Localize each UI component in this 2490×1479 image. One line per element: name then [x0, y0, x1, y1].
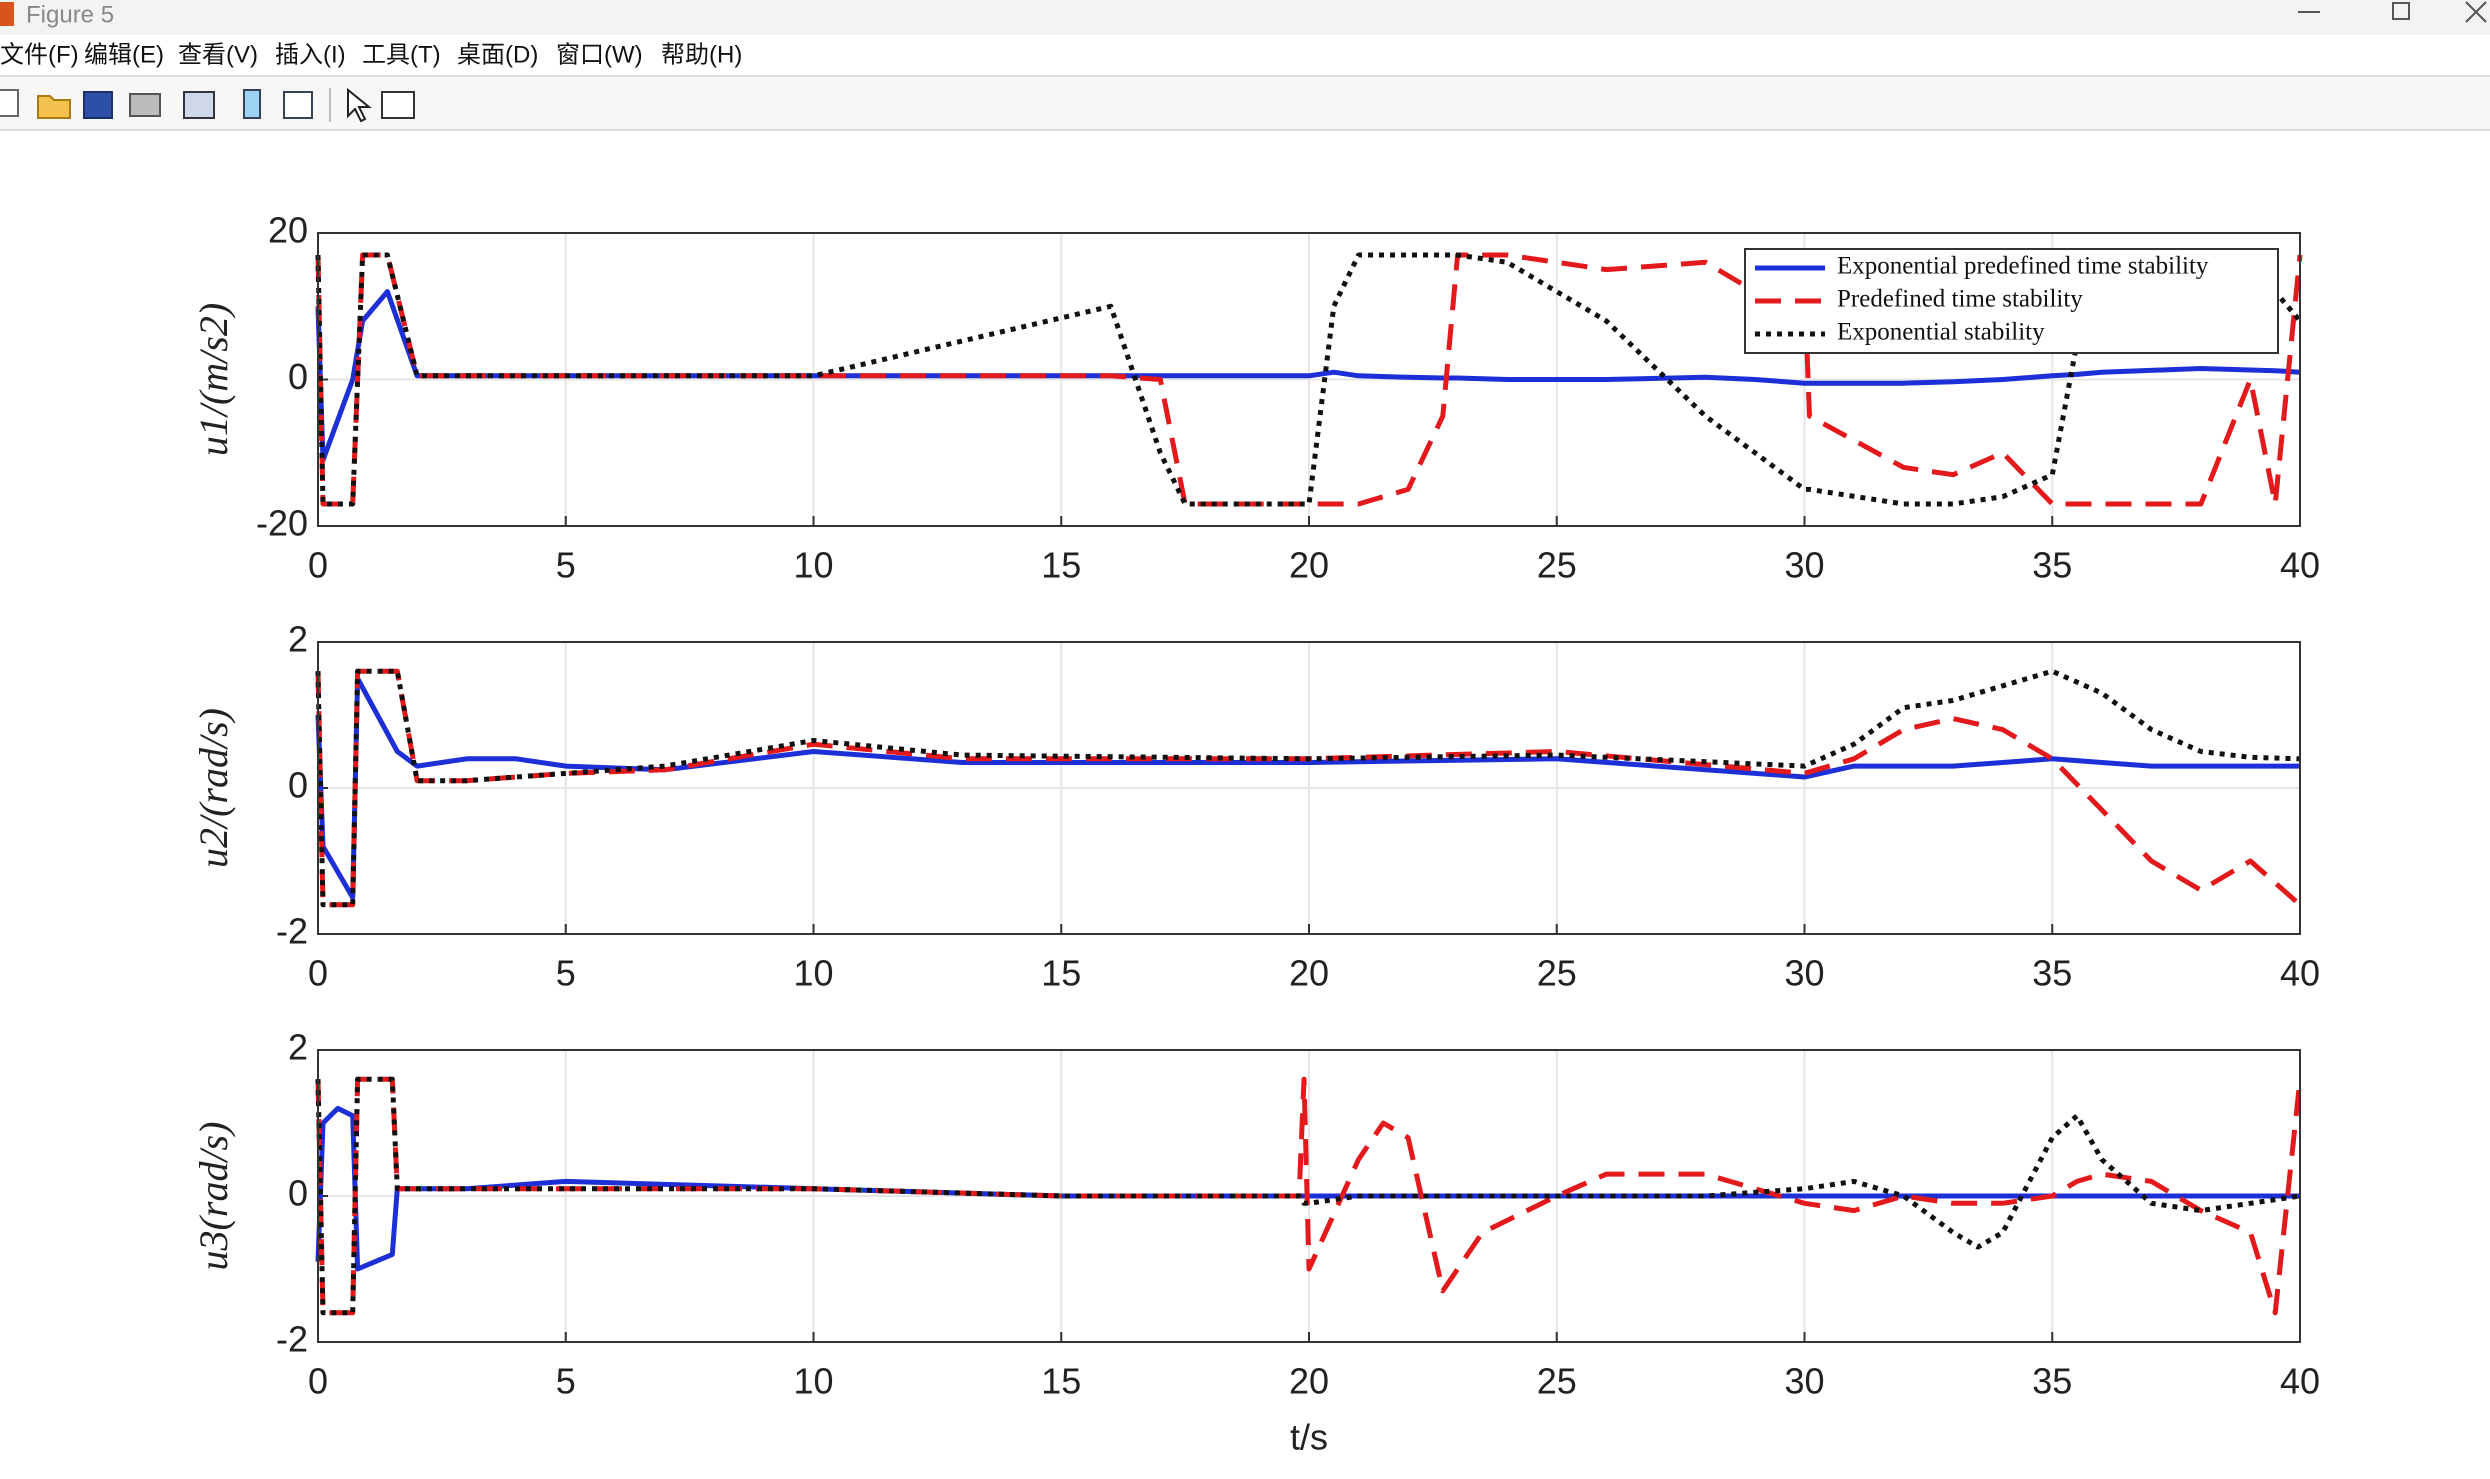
series-line [315, 676, 2300, 900]
menu-item[interactable]: 工具(T) [362, 41, 441, 68]
x-tick-label: 5 [556, 953, 576, 994]
x-tick-label: 25 [1537, 1361, 1577, 1402]
legend-label: Exponential predefined time stability [1837, 253, 2209, 280]
x-tick-label: 15 [1041, 545, 1081, 586]
series-line [315, 668, 2301, 908]
y-tick-label: 0 [288, 765, 308, 806]
restore-button[interactable] [2392, 2, 2410, 20]
menu-item[interactable]: 帮助(H) [661, 41, 742, 68]
menu-item[interactable]: 桌面(D) [457, 41, 538, 68]
x-tick-label: 40 [2280, 545, 2320, 586]
x-tick-label: 30 [1784, 953, 1824, 994]
series-line [315, 252, 2302, 507]
y-axis-label: u2/(rad/s) [191, 708, 236, 868]
x-tick-label: 30 [1784, 1361, 1824, 1402]
legend-label: Exponential stability [1837, 319, 2045, 346]
x-tick-label: 35 [2032, 1361, 2072, 1402]
x-tick-label: 10 [793, 953, 833, 994]
axes-box [317, 1049, 2301, 1343]
pointer-icon[interactable] [347, 87, 372, 123]
open-icon[interactable] [37, 95, 71, 119]
x-tick-label: 20 [1289, 1361, 1329, 1402]
property-icon[interactable] [381, 91, 415, 119]
toolbar [0, 77, 2490, 130]
series-line [315, 1076, 2301, 1316]
x-tick-label: 30 [1784, 545, 1824, 586]
close-button[interactable] [2465, 1, 2487, 23]
y-tick-label: 0 [288, 356, 308, 397]
menu-item[interactable]: 窗口(W) [556, 41, 643, 68]
print-icon[interactable] [129, 93, 161, 117]
x-tick-label: 35 [2032, 545, 2072, 586]
x-tick-label: 0 [308, 1361, 328, 1402]
colorbar-icon[interactable] [243, 89, 261, 119]
menu-item[interactable]: 插入(I) [275, 41, 346, 68]
legend-label: Predefined time stability [1837, 286, 2083, 313]
menu-bar [0, 35, 2490, 76]
series-line [315, 1105, 2300, 1272]
x-tick-label: 20 [1289, 953, 1329, 994]
x-tick-label: 5 [556, 545, 576, 586]
x-tick-label: 40 [2280, 953, 2320, 994]
y-tick-label: 0 [288, 1173, 308, 1214]
x-tick-label: 0 [308, 953, 328, 994]
x-tick-label: 15 [1041, 953, 1081, 994]
y-axis-label: u3(rad/s) [191, 1122, 236, 1271]
y-tick-label: -2 [276, 911, 308, 952]
x-axis-label: t/s [1290, 1417, 1328, 1458]
legend-icon[interactable] [283, 91, 313, 119]
axes-box [317, 232, 2301, 527]
x-tick-label: 10 [793, 1361, 833, 1402]
axes-box [317, 641, 2301, 935]
x-tick-label: 25 [1537, 953, 1577, 994]
y-axis-label: u1/(m/s2) [191, 303, 236, 456]
y-tick-label: 2 [288, 619, 308, 660]
y-tick-label: -20 [256, 503, 308, 544]
new-icon[interactable] [0, 89, 19, 117]
menu-item[interactable]: 编辑(E) [84, 41, 164, 68]
x-tick-label: 25 [1537, 545, 1577, 586]
x-tick-label: 35 [2032, 953, 2072, 994]
y-tick-label: 2 [288, 1027, 308, 1068]
series-line [315, 252, 2303, 507]
x-tick-label: 10 [793, 545, 833, 586]
save-icon[interactable] [83, 91, 113, 119]
export-icon[interactable] [183, 91, 215, 119]
app-icon [0, 2, 14, 26]
title-bar [0, 0, 2490, 35]
menu-item[interactable]: 文件(F) [0, 41, 79, 68]
menu-item[interactable]: 查看(V) [178, 41, 258, 68]
y-tick-label: 20 [268, 210, 308, 251]
x-tick-label: 40 [2280, 1361, 2320, 1402]
x-tick-label: 20 [1289, 545, 1329, 586]
legend-box [1744, 248, 2279, 354]
x-tick-label: 0 [308, 545, 328, 586]
x-tick-label: 5 [556, 1361, 576, 1402]
series-line [315, 1076, 2303, 1316]
x-tick-label: 15 [1041, 1361, 1081, 1402]
y-tick-label: -2 [276, 1319, 308, 1360]
window-title: Figure 5 [26, 1, 114, 28]
toolbar-icons [0, 87, 415, 123]
